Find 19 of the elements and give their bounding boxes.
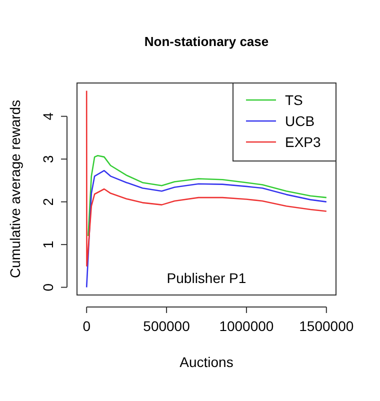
x-tick-label: 500000	[143, 318, 190, 334]
y-axis-title: Cumulative average rewards	[7, 100, 23, 278]
legend-label: UCB	[285, 113, 315, 129]
line-series	[88, 155, 328, 237]
legend-label: TS	[285, 92, 303, 108]
y-tick-label: 1	[40, 240, 56, 248]
line-series	[86, 90, 328, 267]
line-series	[86, 170, 328, 288]
y-tick-label: 4	[40, 112, 56, 120]
x-tick-label: 1000000	[219, 318, 274, 334]
legend-label: EXP3	[285, 134, 322, 150]
annotation: Publisher P1	[166, 270, 246, 286]
x-tick-label: 1500000	[299, 318, 354, 334]
y-tick-label: 0	[40, 283, 56, 292]
x-tick-label: 0	[82, 318, 91, 334]
y-tick-label: 2	[40, 198, 56, 206]
y-tick-label: 3	[40, 154, 56, 163]
chart-title: Non-stationary case	[144, 34, 269, 49]
x-axis-title: Auctions	[180, 354, 234, 370]
